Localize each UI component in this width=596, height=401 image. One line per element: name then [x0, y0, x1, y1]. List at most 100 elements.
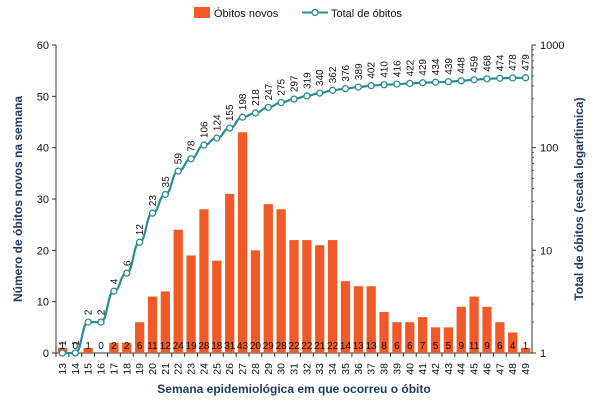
- cumulative-point: [238, 113, 247, 121]
- cumulative-point: [418, 79, 427, 87]
- bar-value-label: 11: [147, 341, 158, 352]
- cumulative-value-label: 12: [135, 224, 146, 236]
- bar: [379, 311, 389, 353]
- bar: [520, 347, 531, 353]
- y-right-tick-label: 10: [540, 245, 552, 257]
- cumulative-point: [354, 83, 362, 91]
- y-axis-right-title: Total de óbitos (escala logarítimica): [572, 97, 586, 300]
- bar-value-label: 9: [484, 341, 490, 352]
- cumulative-value-label: 478: [508, 54, 519, 71]
- bar: [315, 245, 325, 353]
- cumulative-value-label: 2: [84, 309, 95, 315]
- cumulative-value-label: 319: [302, 72, 313, 89]
- cumulative-value-label: 198: [238, 93, 249, 110]
- cumulative-point: [161, 190, 170, 199]
- x-tick-label: 46: [481, 363, 493, 375]
- y-left-tick-label: 20: [37, 245, 49, 257]
- bar-value-label: 28: [276, 341, 288, 352]
- bar: [443, 327, 454, 353]
- bar: [366, 286, 376, 353]
- bar-value-label: 43: [237, 341, 249, 352]
- cumulative-point: [110, 287, 118, 295]
- bar-value-label: 14: [340, 341, 352, 352]
- x-tick-label: 40: [404, 363, 416, 375]
- cumulative-value-label: 439: [444, 58, 455, 75]
- cumulative-point: [174, 167, 182, 175]
- bar-value-label: 21: [314, 341, 326, 352]
- x-tick-label: 39: [391, 363, 403, 375]
- cumulative-value-label: 247: [264, 83, 275, 100]
- cumulative-value-label: 35: [161, 176, 172, 188]
- y-right-tick-label: 1000: [540, 40, 564, 52]
- x-tick-label: 20: [147, 363, 159, 375]
- bar-value-label: 1: [85, 341, 91, 352]
- bar-value-label: 2: [111, 341, 117, 352]
- x-tick-label: 43: [443, 363, 455, 375]
- bar-value-label: 18: [211, 341, 223, 352]
- y-left-tick-label: 40: [37, 143, 49, 155]
- x-tick-label: 44: [456, 363, 468, 375]
- y-right-tick-label: 100: [540, 143, 558, 155]
- cumulative-point: [367, 81, 375, 90]
- y-left-tick-label: 50: [37, 91, 49, 103]
- x-tick-label: 33: [314, 363, 326, 375]
- x-tick-label: 38: [379, 363, 391, 375]
- cumulative-point: [316, 89, 324, 97]
- bar-value-label: 20: [250, 341, 262, 352]
- cumulative-point: [470, 76, 478, 84]
- legend-line-marker: [311, 8, 319, 17]
- cumulative-point: [58, 349, 67, 357]
- bar: [134, 322, 145, 353]
- legend-bar-label: Óbitos novos: [214, 7, 279, 20]
- cumulative-point: [380, 81, 388, 89]
- bar-value-label: 8: [381, 341, 387, 352]
- cumulative-point: [393, 80, 401, 88]
- cumulative-point: [277, 98, 285, 107]
- y-left-tick-label: 0: [43, 348, 49, 360]
- x-tick-label: 29: [263, 363, 275, 375]
- x-tick-label: 28: [250, 363, 262, 375]
- bar-value-label: 6: [394, 341, 400, 352]
- cumulative-value-label: 155: [225, 104, 236, 121]
- cumulative-value-label: 389: [354, 63, 365, 80]
- bar: [225, 193, 235, 353]
- cumulative-value-label: 59: [174, 153, 185, 165]
- cumulative-value-label: 218: [251, 89, 262, 106]
- cumulative-value-label: 124: [212, 114, 223, 131]
- bar-value-label: 29: [263, 341, 275, 352]
- cumulative-point: [135, 238, 144, 246]
- bar-value-label: 24: [173, 341, 185, 352]
- cumulative-value-label: 434: [431, 58, 442, 75]
- x-tick-label: 25: [211, 363, 223, 375]
- bar: [250, 250, 261, 353]
- cumulative-value-label: 422: [405, 59, 416, 76]
- bar-value-label: 2: [124, 341, 130, 352]
- cumulative-value-label: 340: [315, 69, 326, 86]
- bar-value-label: 22: [327, 341, 339, 352]
- cumulative-point: [496, 74, 504, 82]
- cumulative-point: [406, 79, 414, 88]
- x-tick-label: 19: [134, 363, 146, 375]
- cumulative-point: [521, 74, 530, 82]
- bar: [173, 229, 183, 353]
- y-left-tick-label: 60: [37, 40, 49, 52]
- cumulative-point: [251, 109, 260, 117]
- bar: [392, 322, 402, 353]
- cumulative-value-label: 23: [148, 195, 159, 207]
- cumulative-value-label: 1: [71, 340, 82, 346]
- bar: [83, 347, 93, 353]
- cumulative-point: [187, 155, 195, 163]
- cumulative-point: [123, 269, 131, 277]
- bar-value-label: 4: [510, 341, 516, 352]
- cumulative-value-label: 1: [58, 340, 69, 346]
- x-tick-label: 22: [173, 363, 185, 375]
- cumulative-value-label: 448: [457, 57, 468, 74]
- cumulative-point: [148, 209, 157, 217]
- bar-value-label: 5: [446, 341, 452, 352]
- bar-labels: 1 0 1 0 2 2 6 11 12 24 19 28 18 31 43 20 29 28 22 22 21 22 14 1…: [60, 341, 529, 352]
- x-tick-label: 18: [121, 363, 133, 375]
- bar-value-label: 6: [497, 341, 503, 352]
